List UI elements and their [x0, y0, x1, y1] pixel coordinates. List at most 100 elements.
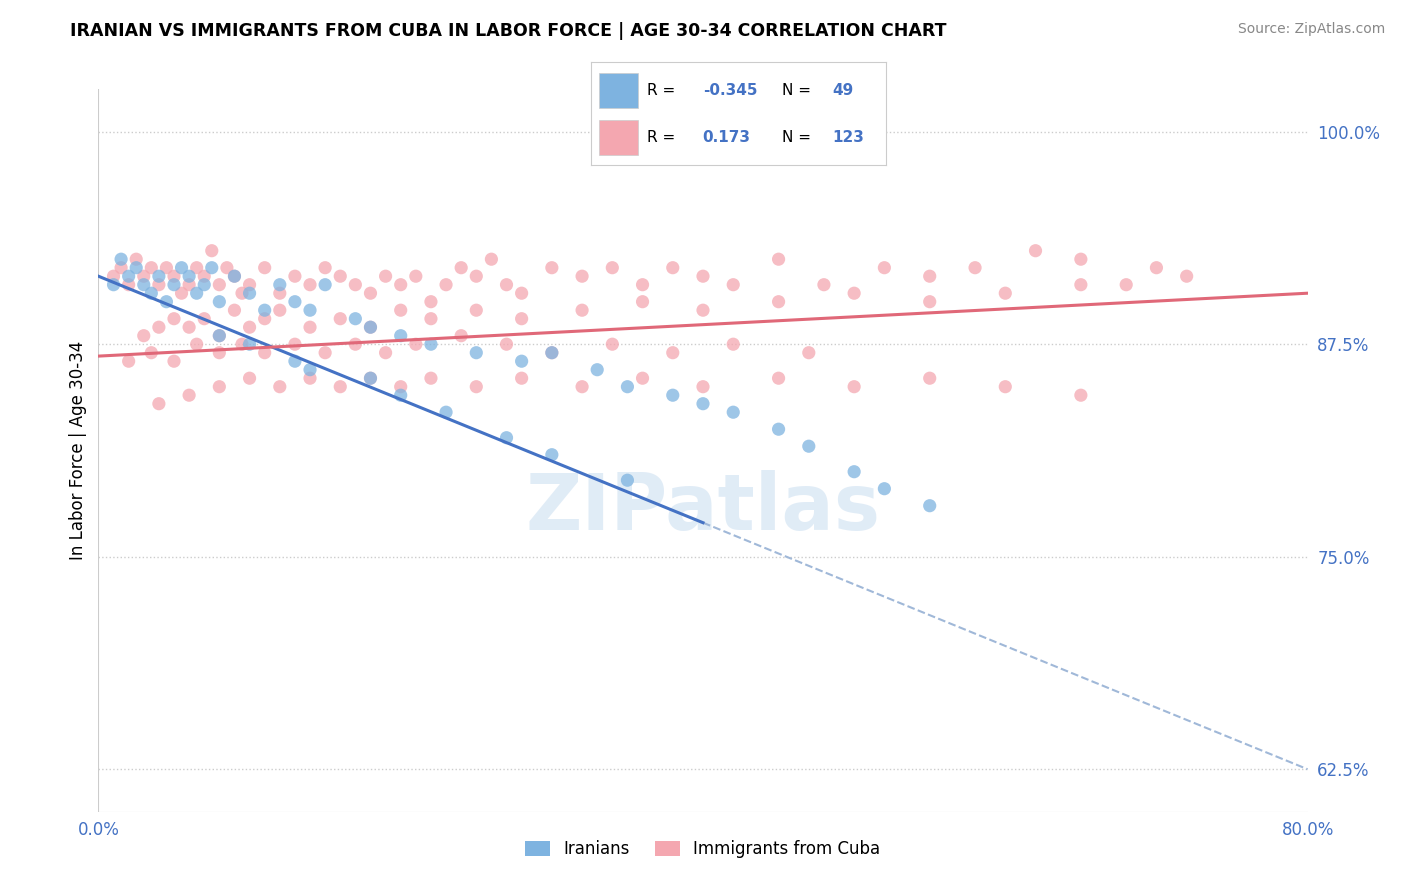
- Point: [344, 337, 367, 351]
- Point: [193, 311, 215, 326]
- Point: [239, 277, 262, 292]
- Point: [155, 260, 177, 275]
- Point: [1146, 260, 1168, 275]
- Point: [540, 448, 562, 462]
- Text: 0.173: 0.173: [703, 130, 751, 145]
- Point: [284, 294, 307, 309]
- Point: [224, 269, 246, 284]
- Point: [450, 260, 472, 275]
- Point: [510, 354, 533, 368]
- Point: [602, 260, 624, 275]
- Point: [661, 345, 683, 359]
- Point: [465, 269, 488, 284]
- Point: [215, 260, 238, 275]
- Point: [510, 311, 533, 326]
- Point: [179, 277, 201, 292]
- Point: [314, 260, 336, 275]
- Text: 49: 49: [832, 83, 853, 97]
- Text: -0.345: -0.345: [703, 83, 758, 97]
- Point: [253, 345, 276, 359]
- Point: [163, 311, 186, 326]
- Point: [434, 405, 457, 419]
- Point: [389, 277, 412, 292]
- Point: [231, 337, 253, 351]
- Point: [616, 380, 638, 394]
- Point: [224, 269, 246, 284]
- Point: [186, 260, 208, 275]
- Point: [1070, 252, 1092, 267]
- Point: [768, 422, 790, 436]
- Point: [284, 337, 307, 351]
- Point: [170, 260, 193, 275]
- Point: [994, 380, 1017, 394]
- Point: [110, 260, 132, 275]
- Point: [163, 269, 186, 284]
- Point: [253, 303, 276, 318]
- Point: [344, 311, 367, 326]
- Point: [299, 362, 322, 376]
- Point: [110, 252, 132, 267]
- Point: [163, 277, 186, 292]
- Point: [179, 388, 201, 402]
- Point: [873, 260, 896, 275]
- Point: [201, 244, 224, 258]
- Point: [510, 286, 533, 301]
- Point: [284, 269, 307, 284]
- Point: [631, 294, 654, 309]
- Point: [420, 294, 443, 309]
- Point: [141, 345, 163, 359]
- Point: [1024, 244, 1046, 258]
- Point: [768, 252, 790, 267]
- Point: [1175, 269, 1198, 284]
- Point: [797, 345, 820, 359]
- Point: [141, 286, 163, 301]
- Point: [163, 354, 186, 368]
- Point: [231, 286, 253, 301]
- Point: [723, 337, 745, 351]
- Point: [132, 328, 155, 343]
- Point: [269, 303, 291, 318]
- Point: [420, 311, 443, 326]
- Point: [118, 269, 141, 284]
- Point: [360, 320, 382, 334]
- Point: [170, 286, 193, 301]
- Point: [239, 337, 262, 351]
- Legend: Iranians, Immigrants from Cuba: Iranians, Immigrants from Cuba: [519, 833, 887, 865]
- Point: [193, 277, 215, 292]
- Point: [239, 320, 262, 334]
- Point: [329, 311, 352, 326]
- Point: [965, 260, 987, 275]
- Point: [208, 277, 231, 292]
- Point: [797, 439, 820, 453]
- Point: [692, 269, 714, 284]
- Point: [118, 354, 141, 368]
- Point: [1070, 277, 1092, 292]
- Point: [374, 269, 396, 284]
- Point: [103, 277, 125, 292]
- Point: [495, 431, 517, 445]
- Y-axis label: In Labor Force | Age 30-34: In Labor Force | Age 30-34: [69, 341, 87, 560]
- Point: [723, 277, 745, 292]
- Text: R =: R =: [647, 83, 675, 97]
- Point: [768, 294, 790, 309]
- Point: [148, 320, 170, 334]
- Point: [132, 277, 155, 292]
- Point: [155, 294, 177, 309]
- Point: [329, 269, 352, 284]
- Point: [465, 345, 488, 359]
- Text: 123: 123: [832, 130, 865, 145]
- Point: [148, 269, 170, 284]
- Point: [465, 303, 488, 318]
- Point: [994, 286, 1017, 301]
- Point: [360, 286, 382, 301]
- Point: [208, 380, 231, 394]
- Point: [692, 303, 714, 318]
- Point: [253, 311, 276, 326]
- Point: [186, 286, 208, 301]
- FancyBboxPatch shape: [599, 73, 638, 108]
- Point: [299, 371, 322, 385]
- Point: [692, 380, 714, 394]
- Point: [125, 252, 148, 267]
- Point: [125, 260, 148, 275]
- Point: [723, 405, 745, 419]
